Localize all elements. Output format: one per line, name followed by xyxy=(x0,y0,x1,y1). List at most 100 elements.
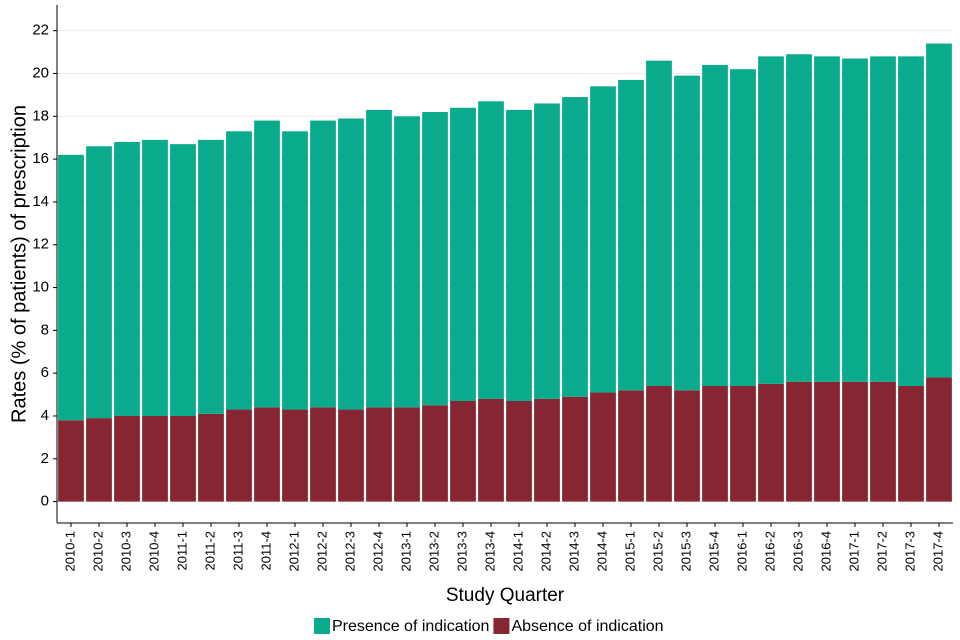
bar-segment xyxy=(674,75,700,391)
x-tick-label: 2012-3 xyxy=(342,531,357,571)
x-tick-label: 2014-3 xyxy=(566,531,581,571)
x-tick-label: 2011-4 xyxy=(258,531,273,571)
y-axis-title: Rates (% of patients) of prescription xyxy=(8,105,30,423)
bar-segment xyxy=(142,139,168,416)
bar-segment xyxy=(58,154,84,421)
x-tick-label: 2017-4 xyxy=(930,531,945,571)
bar-segment xyxy=(226,409,252,502)
bar-segment xyxy=(814,381,840,502)
bar-segment xyxy=(478,101,504,399)
x-tick-label: 2011-2 xyxy=(202,531,217,571)
x-tick-label: 2010-2 xyxy=(90,531,105,571)
bar-segment xyxy=(534,103,560,399)
bar-segment xyxy=(702,64,728,387)
bar-segment xyxy=(366,407,392,502)
bar-segment xyxy=(86,418,112,502)
x-tick-label: 2010-1 xyxy=(62,531,77,571)
bar-segment xyxy=(450,107,476,401)
bar-segment xyxy=(786,381,812,502)
y-tick-label: 6 xyxy=(41,364,49,381)
bar-segment xyxy=(730,69,756,387)
x-tick-label: 2011-3 xyxy=(230,531,245,571)
bar-segment xyxy=(310,407,336,502)
x-tick-label: 2016-1 xyxy=(734,531,749,571)
legend-label: Absence of indication xyxy=(511,618,663,635)
bar-segment xyxy=(898,56,924,387)
y-tick-label: 22 xyxy=(32,22,49,39)
x-tick-label: 2013-4 xyxy=(482,531,497,571)
bar-segment xyxy=(814,56,840,382)
bar-segment xyxy=(394,116,420,408)
x-tick-label: 2014-4 xyxy=(594,531,609,571)
x-tick-label: 2016-3 xyxy=(790,531,805,571)
x-tick-label: 2014-2 xyxy=(538,531,553,571)
bar-segment xyxy=(254,120,280,408)
x-tick-label: 2015-2 xyxy=(650,531,665,571)
y-tick-label: 18 xyxy=(32,107,49,124)
bar-segment xyxy=(394,407,420,502)
bar-segment xyxy=(870,56,896,382)
bar-segment xyxy=(338,409,364,502)
legend-swatch xyxy=(314,618,330,634)
x-tick-label: 2017-2 xyxy=(874,531,889,571)
bar-segment xyxy=(786,54,812,382)
bar-segment xyxy=(282,409,308,502)
bar-segment xyxy=(366,109,392,408)
bar-segment xyxy=(842,381,868,502)
y-tick-label: 10 xyxy=(32,279,49,296)
x-tick-label: 2011-1 xyxy=(174,531,189,571)
bar-segment xyxy=(758,56,784,384)
x-axis-title: Study Quarter xyxy=(446,585,565,606)
bar-segment xyxy=(142,415,168,502)
bar-segment xyxy=(170,144,196,416)
x-tick-label: 2010-4 xyxy=(146,531,161,571)
bar-segment xyxy=(254,407,280,502)
bar-segment xyxy=(870,381,896,502)
y-tick-label: 0 xyxy=(41,493,49,510)
bar-segment xyxy=(310,120,336,408)
x-tick-label: 2012-1 xyxy=(286,531,301,571)
x-tick-label: 2015-4 xyxy=(706,531,721,571)
bar-segment xyxy=(618,79,644,391)
x-tick-label: 2010-3 xyxy=(118,531,133,571)
x-tick-label: 2017-1 xyxy=(846,531,861,571)
bar-segment xyxy=(646,386,672,502)
x-tick-label: 2013-1 xyxy=(398,531,413,571)
y-tick-label: 16 xyxy=(32,150,49,167)
bar-segment xyxy=(114,415,140,502)
bar-segment xyxy=(534,398,560,502)
bar-segment xyxy=(338,118,364,410)
y-tick-label: 14 xyxy=(32,193,49,210)
legend-label: Presence of indication xyxy=(332,618,489,635)
bar-segment xyxy=(842,58,868,382)
bar-segment xyxy=(926,377,952,502)
bar-segment xyxy=(450,400,476,502)
x-tick-label: 2013-3 xyxy=(454,531,469,571)
bar-segment xyxy=(114,141,140,416)
bar-segment xyxy=(422,405,448,502)
y-tick-label: 4 xyxy=(41,407,49,424)
x-tick-label: 2017-3 xyxy=(902,531,917,571)
x-tick-label: 2016-2 xyxy=(762,531,777,571)
bar-segment xyxy=(590,86,616,393)
bar-segment xyxy=(170,415,196,502)
x-tick-label: 2012-4 xyxy=(370,531,385,571)
y-tick-label: 12 xyxy=(32,236,49,253)
x-tick-label: 2015-1 xyxy=(622,531,637,571)
bar-segment xyxy=(282,131,308,410)
bar-segment xyxy=(198,139,224,414)
bar-segment xyxy=(646,60,672,387)
x-tick-label: 2013-2 xyxy=(426,531,441,571)
bar-segment xyxy=(674,390,700,502)
bar-segment xyxy=(506,109,532,401)
bar-segment xyxy=(506,400,532,502)
y-tick-label: 8 xyxy=(41,321,49,338)
x-tick-label: 2015-3 xyxy=(678,531,693,571)
bar-segment xyxy=(422,112,448,406)
bar-segment xyxy=(926,43,952,378)
legend-swatch xyxy=(493,618,510,634)
x-tick-label: 2016-4 xyxy=(818,531,833,571)
bar-segment xyxy=(226,131,252,410)
bar-segment xyxy=(618,390,644,502)
